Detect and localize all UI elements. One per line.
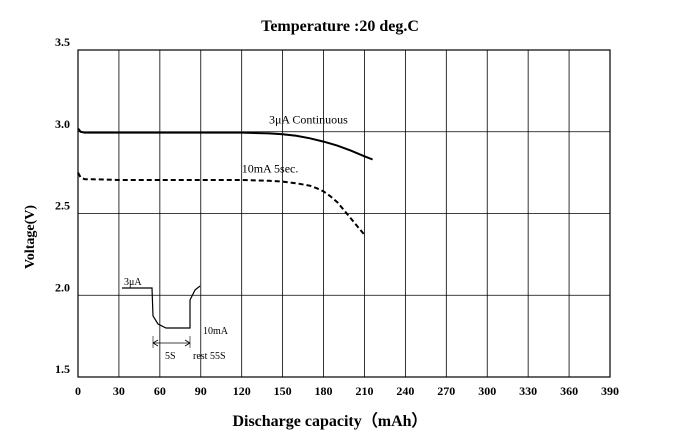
series-line-1 — [77, 172, 366, 236]
inset-top-label: 3μA — [124, 277, 142, 288]
chart-title: Temperature :20 deg.C — [261, 18, 419, 35]
plot-frame — [77, 49, 611, 378]
pulse-inset-diagram: 3μA 10mA 5S rest 55S — [122, 277, 229, 362]
inset-rest-label: rest 55S — [193, 351, 226, 362]
y-tick-label-3: 3.0 — [55, 117, 70, 131]
pulse-waveform — [122, 285, 201, 329]
y-tick-label-2: 2.5 — [55, 199, 70, 213]
inset-pulse-label: 5S — [165, 351, 176, 362]
y-tick-label-4: 3.5 — [55, 35, 70, 49]
x-tick-label-9: 270 — [437, 384, 455, 398]
x-tick-label-13: 390 — [601, 384, 619, 398]
x-tick-label-3: 90 — [195, 384, 207, 398]
inset-bottom-label: 10mA — [203, 326, 229, 337]
series-annotations: 3μA Continuous 10mA 5sec. — [242, 113, 348, 176]
x-tick-label-1: 30 — [113, 384, 125, 398]
y-tick-label-0: 1.5 — [55, 362, 70, 376]
x-tick-label-0: 0 — [75, 384, 81, 398]
y-axis-label: Voltage(V) — [23, 205, 38, 269]
x-tick-label-2: 60 — [154, 384, 166, 398]
series-annotation-0: 3μA Continuous — [269, 113, 348, 127]
series-annotation-1: 10mA 5sec. — [242, 162, 299, 176]
x-tick-label-8: 240 — [396, 384, 414, 398]
x-tick-label-7: 210 — [355, 384, 373, 398]
x-tick-label-11: 330 — [519, 384, 537, 398]
series-lines — [77, 127, 373, 236]
x-tick-label-12: 360 — [560, 384, 578, 398]
x-tick-label-4: 120 — [233, 384, 251, 398]
y-tick-label-1: 2.0 — [55, 280, 70, 294]
series-line-0 — [77, 127, 373, 161]
x-tick-label-6: 180 — [315, 384, 333, 398]
grid-lines — [77, 49, 611, 378]
inset-arrowheads — [152, 339, 191, 347]
x-tick-label-10: 300 — [478, 384, 496, 398]
x-axis-label: Discharge capacity（mAh） — [232, 412, 427, 430]
x-tick-label-5: 150 — [274, 384, 292, 398]
tick-labels: 0 30 60 90 120 150 180 210 240 270 300 330 360 390 1.5… — [55, 35, 619, 398]
